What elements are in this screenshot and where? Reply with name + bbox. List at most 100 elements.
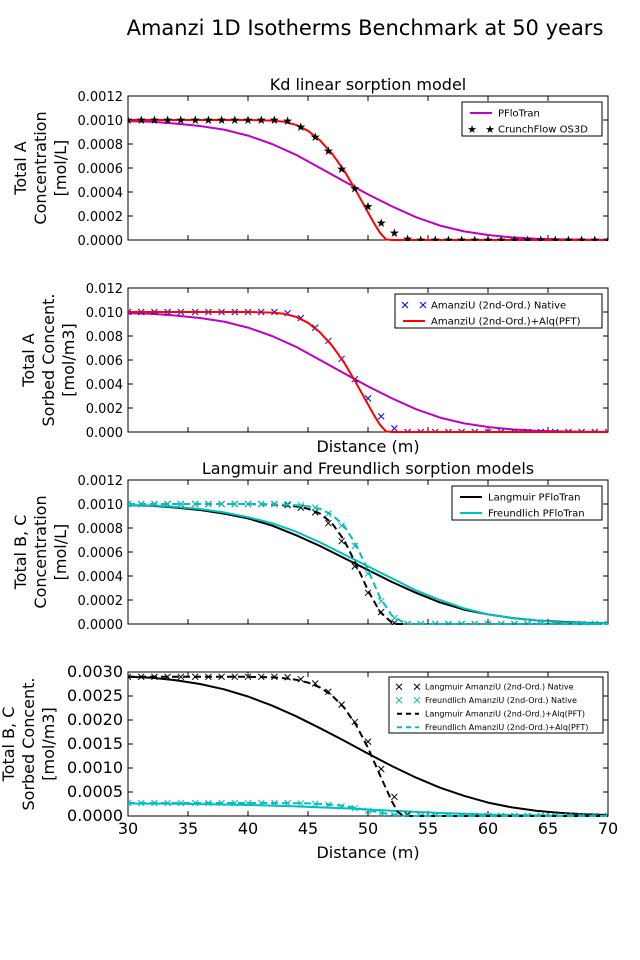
- legend-box: [451, 485, 603, 521]
- series-marker: ★: [216, 113, 227, 127]
- series-marker: [391, 793, 398, 801]
- series-marker: [128, 308, 132, 316]
- series-marker: ★: [323, 144, 334, 158]
- series-marker: ★: [175, 113, 186, 127]
- chart-panel-4: 0.0000 0.0005 0.0010 0.0015 0.0020 0.0025 0.00…: [0, 662, 618, 862]
- series-marker: [338, 537, 345, 545]
- series-marker: ★: [363, 199, 374, 213]
- series-marker: [578, 620, 585, 625]
- series-line: [128, 120, 608, 241]
- series-marker: [231, 673, 239, 681]
- series-marker: [604, 812, 608, 817]
- y-tick-label: 0.004: [86, 378, 123, 393]
- x-tick-label: 55: [418, 819, 438, 838]
- x-tick-label: 30: [118, 819, 138, 838]
- series-marker: ★: [550, 233, 561, 247]
- y-tick-label: 0.0005: [67, 782, 123, 801]
- series-marker: ★: [430, 233, 441, 247]
- series-marker: ★: [349, 181, 360, 195]
- series-marker: ★: [336, 162, 347, 176]
- y-tick-label: 0.0020: [67, 710, 123, 729]
- series-marker: [177, 799, 185, 807]
- series-marker: ★: [509, 233, 520, 247]
- series-line: [128, 675, 608, 816]
- y-tick-label: 0.000: [86, 426, 123, 441]
- y-tick-label: 0.0012: [78, 474, 124, 489]
- series-marker: ★: [149, 113, 160, 127]
- figure-title: Amanzi 1D Isotherms Benchmark at 50 year…: [127, 16, 604, 40]
- series-marker: [604, 428, 608, 433]
- y-tick-label: 0.0008: [78, 138, 124, 153]
- y-tick-label: 0.0002: [78, 210, 124, 225]
- series-line: [128, 311, 608, 433]
- y-axis-label-line: Sorbed Concent.: [39, 293, 58, 426]
- series-marker: [364, 807, 372, 815]
- legend-swatch: [419, 301, 427, 309]
- x-tick-label: 35: [178, 819, 198, 838]
- series-marker: [565, 620, 572, 625]
- y-axis-label-line: Concentration: [31, 495, 50, 608]
- legend-label: PFloTran: [498, 109, 540, 120]
- series-line: [128, 119, 608, 241]
- series-marker: [511, 620, 518, 625]
- series-marker: [177, 673, 185, 681]
- legend-swatch: [395, 696, 403, 704]
- legend-swatch: [413, 696, 421, 704]
- series-marker: ★: [415, 233, 426, 247]
- series-marker: [231, 500, 239, 508]
- legend-box: [394, 293, 603, 329]
- y-tick-label: 0.0008: [78, 522, 124, 537]
- series-marker: [458, 620, 465, 625]
- x-tick-label: 65: [538, 819, 558, 838]
- series-marker: [297, 800, 305, 807]
- legend: Langmuir AmanziU (2nd-Ord.) Native Freund…: [388, 676, 604, 734]
- x-tick-label: 40: [238, 819, 258, 838]
- series-marker: ★: [496, 233, 507, 247]
- y-tick-label: 0.002: [86, 402, 123, 417]
- y-tick-label: 0.0006: [78, 162, 124, 177]
- legend-label: Freundlich AmanziU (2nd-Ord.)+Alq(PFT): [425, 723, 588, 732]
- series-marker: [325, 519, 332, 527]
- y-tick-label: 0.0000: [78, 234, 124, 249]
- y-tick-label: 0.0025: [67, 686, 123, 705]
- chart-panel-3: 0.0000 0.0002 0.0004 0.0006 0.0008 0.0010 0.00…: [11, 459, 609, 633]
- series-marker: [128, 673, 132, 681]
- legend: Langmuir PFloTran Freundlich PFloTran: [451, 485, 603, 521]
- y-tick-label: 0.0004: [78, 186, 124, 201]
- series-marker: [128, 500, 132, 508]
- chart-title: Kd linear sorption model: [270, 75, 467, 94]
- chart-panel-2: 0.000 0.002 0.004 0.006 0.008 0.010 0.012 Dista…: [19, 282, 609, 456]
- y-axis-label-line: Concentration: [31, 111, 50, 224]
- series-line: [128, 312, 608, 433]
- y-tick-label: 0.008: [86, 330, 123, 345]
- y-axis-label-line: Total A: [19, 333, 38, 387]
- y-axis-label-line: [mol/L]: [51, 524, 70, 581]
- plot-area: ★ ★ ★ ★ ★ ★ ★ ★ ★ ★ ★ ★ ★ ★★★★★★★★ ★ ★ ★ ★ ★ ★ ★ ★ ★ ★ ★ ★ ★ ★ ★ ★: [128, 113, 608, 247]
- series-line: [128, 503, 608, 625]
- series-marker: [244, 799, 252, 807]
- chart-title: Langmuir and Freundlich sorption models: [202, 459, 534, 478]
- series-marker: ★: [203, 113, 214, 127]
- legend-swatch: [395, 683, 403, 691]
- legend-label: Freundlich AmanziU (2nd-Ord.) Native: [425, 696, 577, 705]
- series-marker: ★: [310, 130, 321, 144]
- series-marker: ★: [136, 113, 147, 127]
- legend: PFloTran★ ★ CrunchFlow OS3D: [461, 101, 603, 137]
- y-tick-label: 0.0000: [78, 618, 124, 633]
- series-marker: ★: [190, 113, 201, 127]
- series-marker: ★: [402, 232, 413, 246]
- series-marker: [391, 619, 398, 625]
- y-axis-label-line: Total A: [11, 141, 30, 195]
- series-marker: ★: [389, 226, 400, 240]
- series-marker: [524, 620, 531, 625]
- series-marker: ★: [483, 233, 494, 247]
- series-line: [128, 802, 608, 817]
- y-axis-label-line: Total B, C: [0, 707, 18, 783]
- y-axis-label-line: Total B, C: [11, 515, 30, 591]
- series-marker: ★: [162, 113, 173, 127]
- legend-label: CrunchFlow OS3D: [498, 125, 588, 136]
- y-tick-label: 0.0030: [67, 662, 123, 681]
- y-tick-label: 0.0010: [67, 758, 123, 777]
- series-marker: ★: [589, 233, 600, 247]
